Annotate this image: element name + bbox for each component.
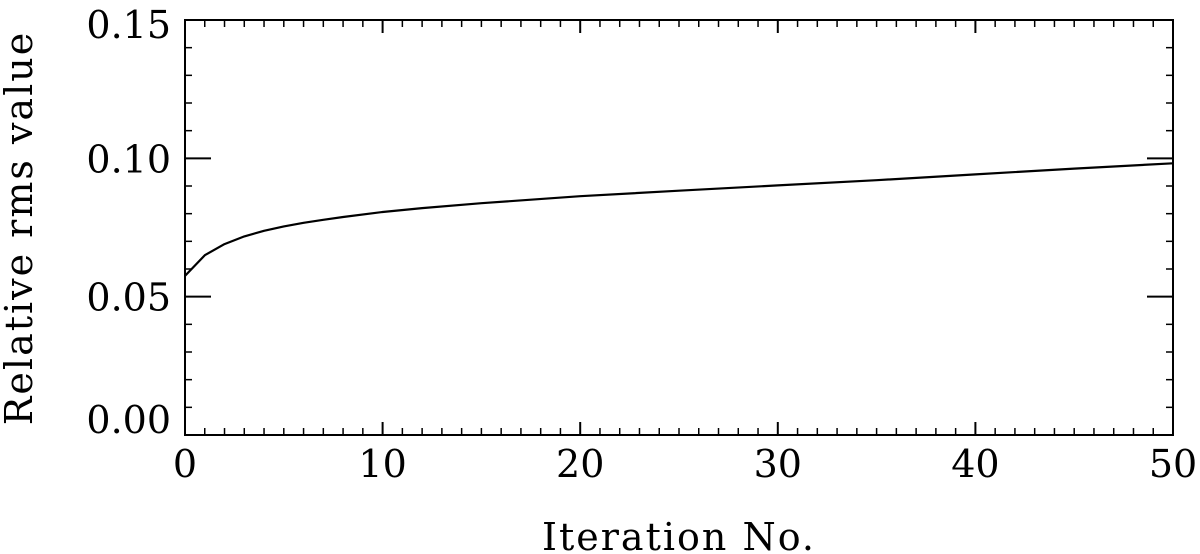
x-tick-label: 10 [358,442,406,486]
x-tick-label: 30 [754,442,802,486]
tick-labels: 0 10 20 30 40 50 0.00 0.05 0.10 0.15 [86,3,1197,486]
x-tick-label: 0 [173,442,197,486]
x-tick-label: 20 [556,442,604,486]
y-tick-label: 0.05 [86,276,171,320]
y-tick-label: 0.15 [86,3,171,47]
plot-frame [184,19,1174,436]
x-tick-label: 40 [951,442,999,486]
y-tick-label: 0.00 [86,398,171,442]
x-axis-label: Iteration No. [542,515,816,554]
x-tick-label: 50 [1149,442,1197,486]
data-series [184,162,1174,277]
series-line [184,162,1174,277]
y-tick-label: 0.10 [86,137,171,181]
y-axis-label: Relative rms value [0,31,41,425]
axis-ticks [184,19,1174,436]
